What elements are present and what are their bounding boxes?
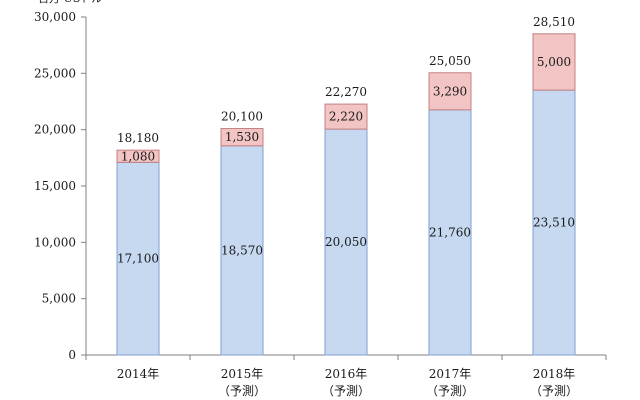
bar-segment-base [532,89,576,356]
x-category-label: （予測） [322,384,370,398]
total-value-label: 25,050 [429,54,471,68]
x-category-label: 2015年 [221,367,264,381]
x-category-label: （予測） [218,384,266,398]
segment-value-label: 1,530 [225,130,259,144]
y-tick-label: 15,000 [34,179,76,193]
y-tick-label: 10,000 [34,235,76,249]
bar-segment-growth [532,33,576,91]
y-tick-label: 5,000 [42,292,76,306]
total-value-label: 28,510 [533,15,575,29]
x-category-label: （予測） [426,384,474,398]
x-category-label: 2017年 [429,367,472,381]
segment-value-label: 23,510 [533,216,575,230]
y-tick-label: 0 [68,348,76,362]
segment-value-label: 17,100 [117,252,159,266]
unit-label: 百万 USドル [38,0,102,5]
total-value-label: 20,100 [221,110,263,124]
bar-segment-growth [428,72,472,111]
bar-segment-base [428,109,472,356]
x-category-label: 2016年 [325,367,368,381]
bar-segment-growth [116,149,160,163]
labels-group: 17,100 1,080 18,180 2014年 18,570 1,530 20,100 2… [117,15,578,398]
segment-value-label: 20,050 [325,235,367,249]
bar-segment-base [220,145,264,356]
bar-segment-base [116,161,160,356]
segment-value-label: 3,290 [433,84,467,98]
y-tick-label: 25,000 [34,66,76,80]
bar-segment-growth [324,103,368,130]
y-tick-label: 30,000 [34,10,76,24]
bar-segment-base [324,128,368,356]
x-category-label: （予測） [530,384,578,398]
total-value-label: 18,180 [117,131,159,145]
x-category-label: 2014年 [117,367,160,381]
segment-value-label: 1,080 [121,149,155,163]
segment-value-label: 21,760 [429,225,471,239]
segment-value-label: 5,000 [537,55,571,69]
segment-value-label: 18,570 [221,243,263,257]
bar-segment-growth [220,128,264,147]
total-value-label: 22,270 [325,85,367,99]
y-tick-label: 20,000 [34,123,76,137]
bars-group [116,33,576,356]
x-category-label: 2018年 [533,367,576,381]
segment-value-label: 2,220 [329,110,363,124]
axes-group: 百万 USドル 0 5,000 10,000 15,000 20,000 25,000 30,… [34,0,607,362]
